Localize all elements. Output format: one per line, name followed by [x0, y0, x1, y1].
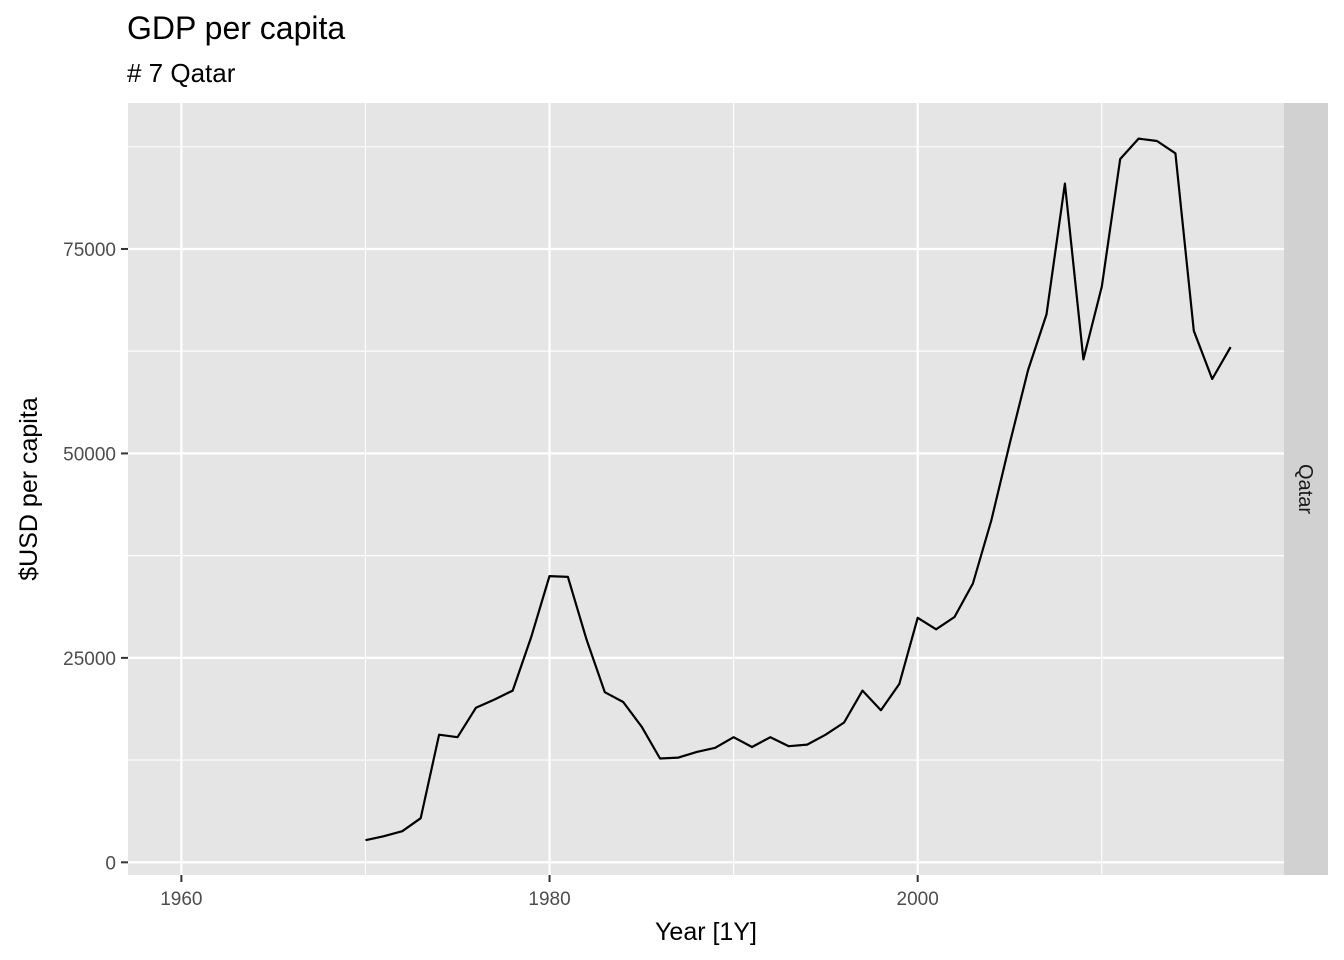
x-tick-label: 2000	[897, 889, 939, 910]
major-gridlines	[128, 103, 1284, 875]
plot-panel	[128, 103, 1284, 875]
facet-strip	[1284, 103, 1328, 875]
x-tick-label: 1960	[160, 889, 202, 910]
y-axis: 0 25000 50000 75000	[63, 240, 128, 874]
gdp-series-line	[365, 137, 1232, 842]
y-tick-label: 75000	[63, 240, 116, 261]
y-tick-label: 25000	[63, 649, 116, 670]
y-axis-title: $USD per capita	[15, 397, 43, 581]
x-tick-label: 1980	[528, 889, 570, 910]
chart-subtitle: # 7 Qatar	[127, 58, 236, 88]
x-axis: 1960 1980 2000	[160, 875, 939, 910]
facet-strip-label: Qatar	[1294, 464, 1316, 514]
chart-title: GDP per capita	[127, 10, 345, 46]
y-tick-label: 0	[105, 853, 116, 874]
y-tick-label: 50000	[63, 444, 116, 465]
x-axis-title: Year [1Y]	[655, 918, 757, 946]
minor-gridlines	[128, 103, 1284, 875]
